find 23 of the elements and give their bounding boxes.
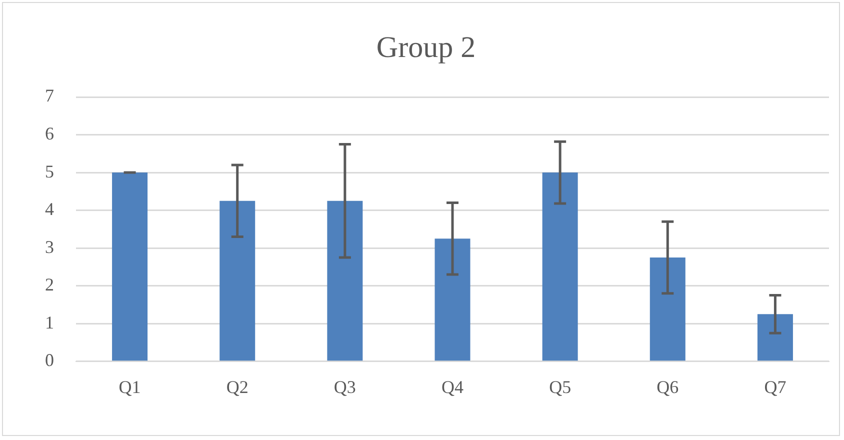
x-tick-label: Q5 bbox=[549, 376, 572, 397]
bar bbox=[112, 172, 148, 361]
y-tick-label: 2 bbox=[45, 274, 54, 295]
y-tick-label: 7 bbox=[45, 86, 54, 106]
x-tick-label: Q4 bbox=[442, 376, 464, 397]
bar bbox=[220, 200, 256, 361]
y-tick-label: 5 bbox=[45, 161, 54, 182]
bar bbox=[542, 172, 578, 361]
bar bbox=[434, 238, 470, 361]
x-tick-label: Q6 bbox=[656, 376, 679, 397]
bar bbox=[327, 200, 363, 361]
y-tick-label: 4 bbox=[45, 199, 54, 220]
y-tick-label: 0 bbox=[45, 350, 54, 370]
x-tick-label: Q1 bbox=[118, 376, 141, 397]
x-tick-label: Q3 bbox=[334, 376, 356, 397]
y-tick-label: 1 bbox=[45, 312, 54, 332]
y-tick-label: 6 bbox=[45, 124, 54, 144]
y-tick-label: 3 bbox=[45, 236, 54, 257]
chart-title: Group 2 bbox=[376, 30, 476, 64]
x-tick-label: Q2 bbox=[226, 376, 248, 397]
x-tick-label: Q7 bbox=[764, 376, 786, 397]
bar bbox=[650, 258, 686, 361]
bar bbox=[757, 314, 793, 361]
